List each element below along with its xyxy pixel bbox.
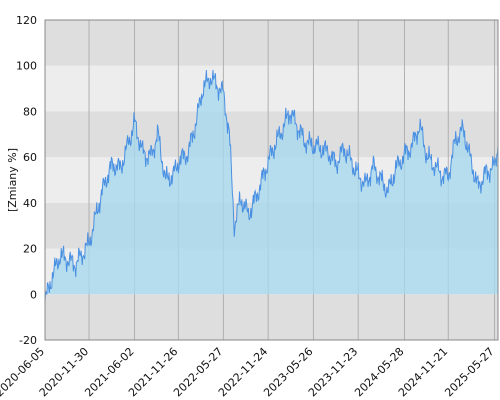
series-layer — [44, 70, 499, 302]
y-tick-label: 0 — [30, 288, 37, 301]
grid-band — [45, 20, 498, 66]
x-tick-label: 2025-05-27 — [442, 345, 496, 399]
y-tick-label: 120 — [16, 14, 37, 27]
y-axis-ticks: -20 0 20 40 60 80 100 120 — [16, 14, 37, 347]
plot-border — [44, 19, 499, 341]
y-tick-label: 80 — [23, 105, 37, 118]
y-axis-title: [Zmiany %] — [6, 148, 19, 212]
plot-frame — [44, 19, 499, 341]
y-tick-label: 60 — [23, 151, 37, 164]
series-area — [45, 70, 498, 302]
series-line — [44, 70, 499, 302]
y-tick-label: 20 — [23, 243, 37, 256]
x-axis-ticks: 2020-06-052020-11-302021-06-022021-11-26… — [0, 345, 497, 399]
y-tick-label: 40 — [23, 197, 37, 210]
y-tick-label: -20 — [19, 334, 37, 347]
grid-band — [45, 294, 498, 340]
y-tick-label: 100 — [16, 60, 37, 73]
grid-band — [45, 65, 498, 112]
